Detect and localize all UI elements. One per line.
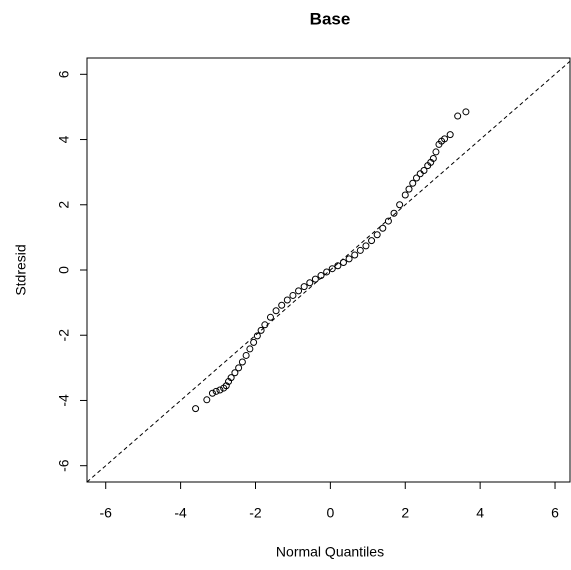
point bbox=[231, 369, 239, 377]
point bbox=[328, 265, 336, 273]
x-axis-label: Normal Quantiles bbox=[276, 544, 384, 560]
point bbox=[351, 251, 359, 259]
chart-title: Base bbox=[310, 9, 351, 28]
point bbox=[253, 332, 261, 340]
point bbox=[300, 283, 308, 291]
point bbox=[208, 389, 216, 397]
y-tick-label: -6 bbox=[56, 459, 72, 472]
point bbox=[441, 135, 449, 143]
y-tick-label: 0 bbox=[56, 266, 72, 274]
point bbox=[235, 364, 243, 372]
point bbox=[405, 185, 413, 193]
point bbox=[250, 338, 258, 346]
x-tick-label: -2 bbox=[249, 505, 262, 521]
point bbox=[334, 262, 342, 270]
point bbox=[432, 148, 440, 156]
point bbox=[216, 386, 224, 394]
point bbox=[384, 217, 392, 225]
point bbox=[257, 326, 265, 334]
y-tick-label: 2 bbox=[56, 201, 72, 209]
point bbox=[242, 351, 250, 359]
x-tick-label: -6 bbox=[99, 505, 112, 521]
y-axis-label: Stdresid bbox=[13, 244, 29, 295]
point bbox=[362, 242, 370, 250]
point bbox=[390, 209, 398, 217]
point bbox=[446, 131, 454, 139]
point bbox=[266, 313, 274, 321]
point bbox=[462, 108, 470, 116]
point bbox=[227, 374, 235, 382]
point bbox=[317, 272, 325, 280]
point bbox=[416, 170, 424, 178]
point bbox=[379, 224, 387, 232]
point bbox=[311, 275, 319, 283]
y-tick-label: 6 bbox=[56, 70, 72, 78]
point bbox=[373, 231, 381, 239]
x-tick-label: 4 bbox=[476, 505, 484, 521]
point bbox=[368, 237, 376, 245]
point bbox=[306, 279, 314, 287]
point bbox=[345, 255, 353, 263]
y-tick-label: -4 bbox=[56, 394, 72, 407]
point bbox=[278, 301, 286, 309]
reference-line bbox=[87, 60, 570, 482]
point bbox=[261, 321, 269, 329]
y-tick-label: -2 bbox=[56, 329, 72, 342]
point bbox=[454, 112, 462, 120]
point bbox=[222, 382, 230, 390]
plot-area bbox=[87, 60, 570, 482]
point bbox=[238, 358, 246, 366]
x-tick-label: 2 bbox=[401, 505, 409, 521]
point bbox=[323, 268, 331, 276]
point bbox=[339, 258, 347, 266]
point bbox=[429, 154, 437, 162]
point bbox=[396, 201, 404, 209]
point bbox=[192, 405, 200, 413]
point bbox=[283, 296, 291, 304]
point bbox=[295, 287, 303, 295]
x-tick-label: 0 bbox=[326, 505, 334, 521]
point bbox=[412, 174, 420, 182]
point bbox=[272, 307, 280, 315]
point bbox=[246, 345, 254, 353]
x-tick-label: 6 bbox=[551, 505, 559, 521]
y-tick-label: 4 bbox=[56, 135, 72, 143]
point bbox=[356, 246, 364, 254]
point bbox=[420, 167, 428, 175]
point bbox=[401, 191, 409, 199]
x-tick-label: -4 bbox=[174, 505, 187, 521]
point bbox=[289, 291, 297, 299]
point bbox=[409, 179, 417, 187]
point bbox=[203, 396, 211, 404]
point bbox=[212, 387, 220, 395]
